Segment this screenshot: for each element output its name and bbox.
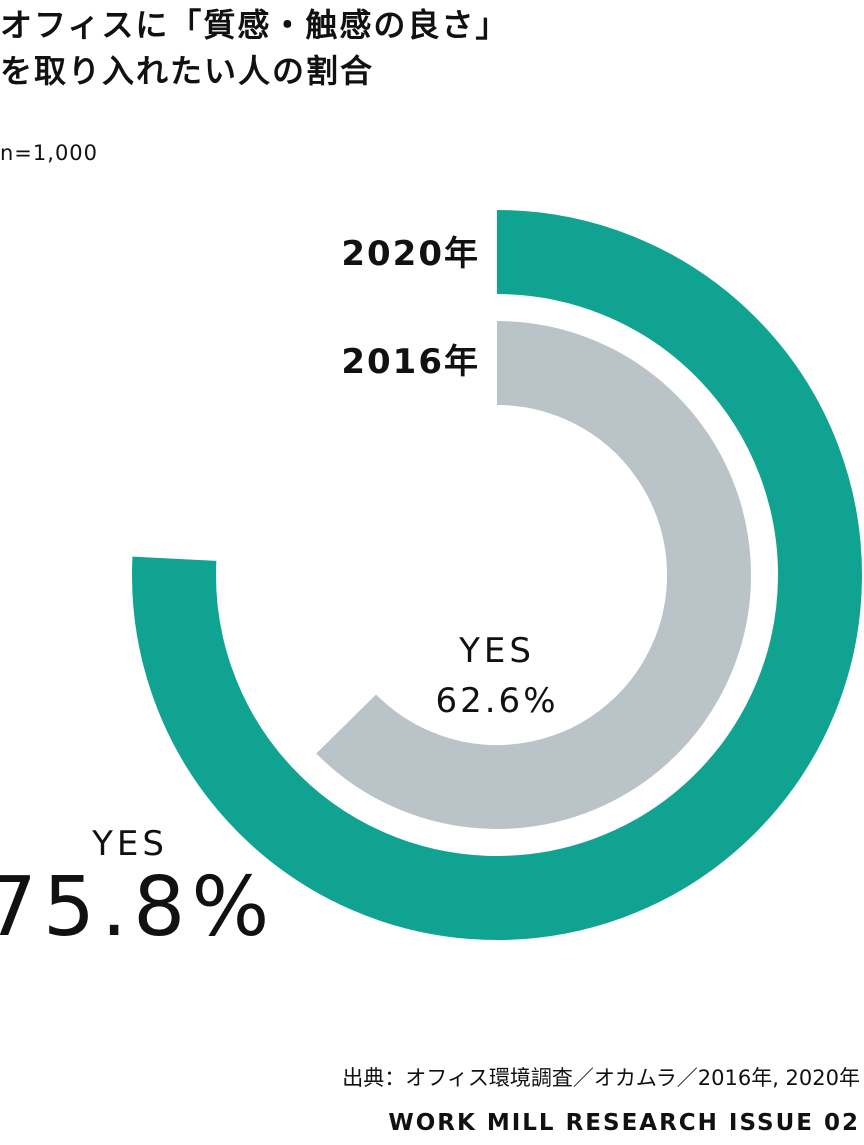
value-label-2016: 62.6%	[435, 681, 558, 721]
value-label-2020: 75.8%	[0, 860, 275, 955]
yes-label-2016: YES	[458, 631, 535, 671]
yes-label-2020: YES	[91, 824, 168, 864]
year-label-2020: 2020年	[341, 234, 480, 274]
year-label-2016: 2016年	[341, 342, 480, 382]
arc-2020	[132, 210, 862, 940]
chart-title-line-1: オフィスに「質感・触感の良さ」	[0, 6, 510, 44]
source-note: 出典：オフィス環境調査／オカムラ／2016年, 2020年	[342, 1066, 860, 1090]
sample-size: n=1,000	[0, 141, 99, 165]
chart-title: オフィスに「質感・触感の良さ」 を取り入れたい人の割合	[0, 2, 509, 94]
brand-footer: WORK MILL RESEARCH ISSUE 02	[388, 1110, 860, 1136]
chart-title-line-2: を取り入れたい人の割合	[0, 52, 375, 90]
arc-2016	[316, 321, 751, 829]
